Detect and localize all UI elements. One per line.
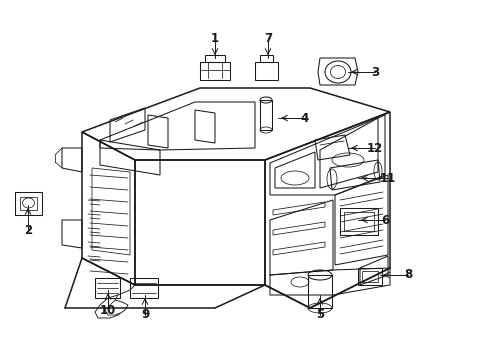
Text: 9: 9 [141,309,149,321]
Text: 8: 8 [403,269,411,282]
Text: 4: 4 [300,112,308,125]
Text: 11: 11 [379,171,395,184]
Text: 10: 10 [100,303,116,316]
Text: 12: 12 [366,141,382,154]
Text: 5: 5 [315,309,324,321]
Text: 1: 1 [210,31,219,45]
Text: 3: 3 [370,66,378,78]
Text: 7: 7 [264,31,271,45]
Text: 6: 6 [380,213,388,226]
Text: 2: 2 [24,224,32,237]
